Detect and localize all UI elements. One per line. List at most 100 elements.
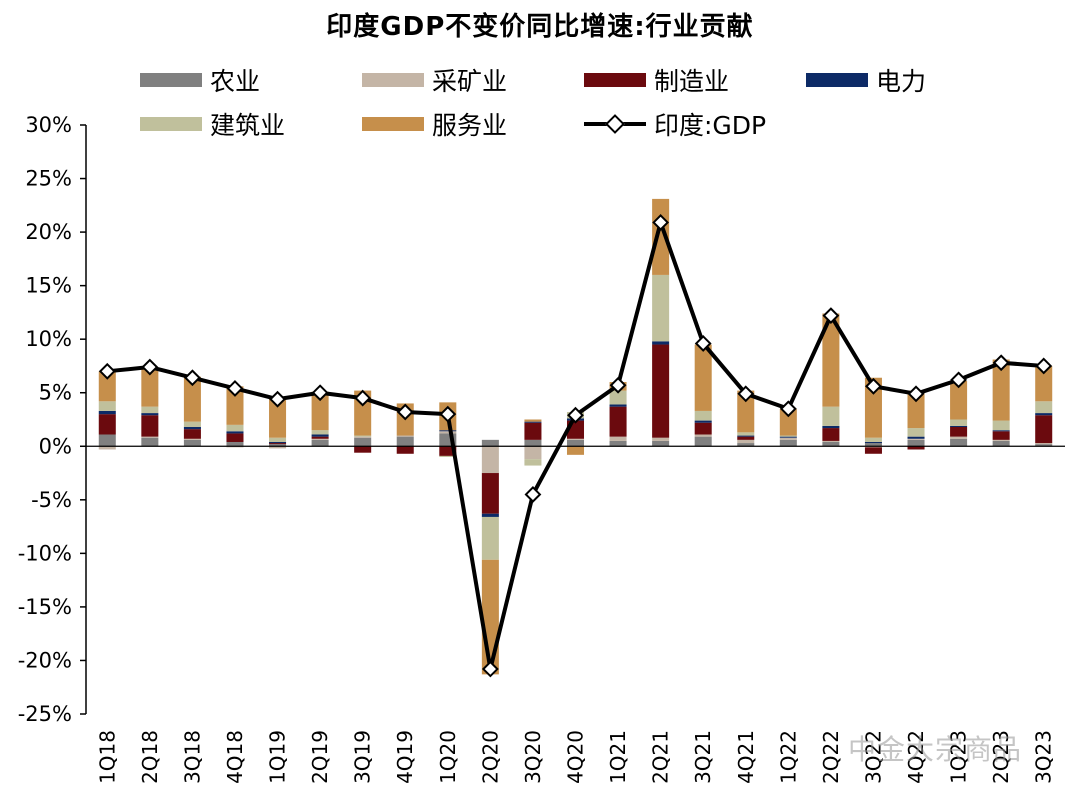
bar-segment-services [992,359,1010,421]
gdp-point [524,486,542,503]
bar-segment-manufacturing [98,414,116,435]
bar-segment-electricity [524,421,542,423]
bar-segment-electricity [694,420,712,423]
legend-label-electricity: 电力 [876,67,927,96]
gdp-point [141,358,159,376]
x-tick-label: 1Q18 [95,730,119,784]
bar-segment-agriculture [354,437,372,447]
x-tick-label: 4Q22 [904,730,928,784]
bar-segment-electricity [864,441,882,444]
legend-item-services: 服务业 [362,106,507,142]
bar-segment-mining [694,434,712,437]
x-tick-label: 3Q19 [351,730,375,784]
gdp-point [907,385,925,403]
gdp-point [992,354,1010,372]
bar-segment-manufacturing [524,422,542,440]
x-tick-label: 1Q21 [606,730,630,784]
bar-segment-mining [481,446,499,474]
legend-swatch-services [362,117,424,131]
bar-segment-mining [779,437,797,440]
legend-swatch-construction [140,117,202,131]
y-tick-label: 5% [39,381,72,405]
bar-segment-electricity [822,425,840,429]
bar-segment-manufacturing [992,431,1010,440]
bar-segment-manufacturing [354,446,372,453]
legend-swatch-manufacturing [584,73,646,87]
bar-segment-construction [269,437,287,442]
bar-segment-agriculture [481,439,499,447]
x-tick-label: 1Q23 [947,730,971,784]
bar-segment-electricity [652,341,670,345]
gdp-point [98,362,116,380]
legend-label-gdp: 印度:GDP [654,111,767,140]
watermark: 中金大宗商品 [848,733,1023,766]
bar-segment-construction [354,435,372,437]
bar-segment-construction [141,406,159,414]
bar-segment-construction [1035,401,1053,414]
bar-segment-mining [822,440,840,442]
bar-segment-construction [779,435,797,437]
bar-segment-services [652,198,670,275]
x-tick-label: 1Q22 [776,730,800,784]
bar-segment-agriculture [524,439,542,447]
bar-segment-services [183,376,201,422]
bar-segment-agriculture [566,439,585,447]
bar-segment-mining [396,435,414,437]
bar-segment-mining [609,436,627,441]
bar-segment-mining [311,438,329,440]
y-tick-label: 10% [25,327,72,351]
bar-segment-construction [609,390,627,405]
y-tick-label: 20% [25,220,72,244]
y-tick-label: 0% [39,434,72,458]
bar-segment-mining [354,436,372,438]
bar-segment-construction [694,410,712,421]
x-tick-label: 2Q21 [649,730,673,784]
bar-segment-services [694,344,712,411]
bar-segment-manufacturing [907,446,925,450]
bar-segment-construction [737,432,755,436]
bar-segment-construction [183,421,201,427]
bar-segment-manufacturing [141,415,159,437]
bar-segment-construction [992,420,1010,431]
bar-segment-electricity [779,436,797,438]
chart-title: 印度GDP不变价同比增速:行业贡献 [326,12,754,42]
bar-segment-agriculture [864,443,882,447]
bar-segment-services [311,391,329,431]
bar-segment-mining [269,446,287,449]
x-tick-label: 3Q21 [691,730,715,784]
gdp-point [354,389,372,407]
y-tick-label: -20% [18,648,72,672]
bar-segment-services [226,386,244,425]
bar-segment-services [566,446,585,455]
bar-segment-services [864,377,882,438]
bar-segment-manufacturing [652,344,670,438]
bar-segment-construction [950,419,968,426]
bar-segment-agriculture [992,440,1010,447]
x-tick-label: 1Q19 [266,730,290,784]
bar-segment-construction [864,437,882,442]
bar-segment-manufacturing [183,429,201,439]
gdp-point [609,376,627,394]
bar-segment-agriculture [226,441,244,447]
bar-segment-agriculture [822,441,840,447]
y-tick-label: -5% [31,488,72,512]
gdp-point [950,371,968,389]
bar-segment-construction [98,401,116,411]
bar-segment-electricity [269,441,287,444]
bar-segment-electricity [907,436,925,439]
bar-segment-agriculture [1035,444,1053,447]
bar-segment-manufacturing [737,436,755,440]
bar-segment-manufacturing [950,426,968,437]
bar-segment-mining [98,446,116,450]
bar-segment-agriculture [694,436,712,447]
bar-segment-agriculture [141,437,159,447]
legend-label-services: 服务业 [432,111,508,140]
legend-item-mining: 采矿业 [362,62,507,98]
bar-segment-services [822,313,840,407]
bar-segment-construction [524,459,542,466]
bar-segment-manufacturing [481,473,499,514]
bar-segment-electricity [183,426,201,430]
x-tick-label: 4Q19 [393,730,417,784]
